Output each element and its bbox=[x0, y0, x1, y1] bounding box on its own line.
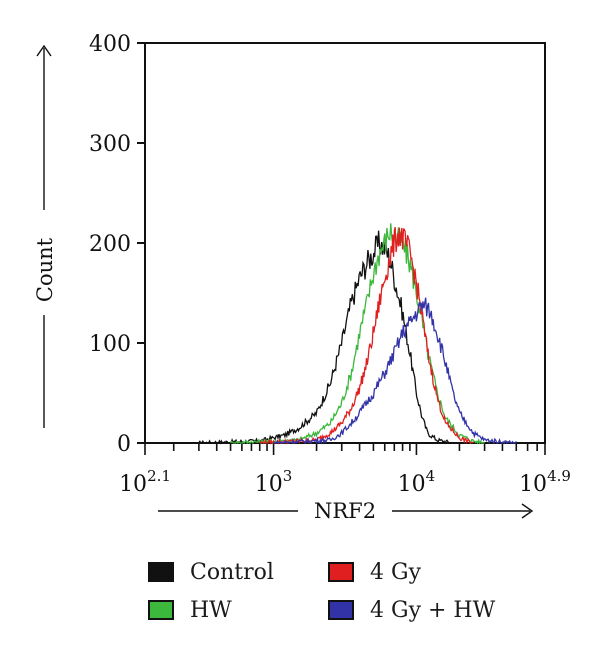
legend-label-hw: HW bbox=[190, 597, 232, 623]
legend-item-4gy: 4 Gy bbox=[328, 559, 421, 585]
series-line-4gy-hw bbox=[273, 297, 517, 445]
y-tick-label-0: 0 bbox=[117, 432, 131, 457]
legend-label-4gy-hw: 4 Gy + HW bbox=[370, 597, 496, 623]
plot-frame bbox=[144, 42, 546, 444]
legend-label-control: Control bbox=[190, 559, 274, 585]
legend-swatch-control bbox=[148, 562, 174, 582]
series-line-hw bbox=[230, 223, 485, 445]
series-line-4gy bbox=[259, 227, 474, 445]
series-line-control bbox=[198, 230, 454, 445]
x-tick-label-1: 103 bbox=[255, 467, 293, 497]
x-tick-label-0: 102.1 bbox=[119, 467, 171, 497]
legend-item-control: Control bbox=[148, 559, 274, 585]
y-tick-label-100: 100 bbox=[89, 332, 131, 357]
legend-item-hw: HW bbox=[148, 597, 232, 623]
legend-swatch-4gy-hw bbox=[328, 600, 354, 620]
legend-label-4gy: 4 Gy bbox=[370, 559, 421, 585]
y-axis-label: Count bbox=[33, 237, 57, 302]
x-axis-label: NRF2 bbox=[314, 499, 376, 520]
y-tick-label-300: 300 bbox=[89, 132, 131, 157]
histogram-chart: 0 100 200 300 400 102.1 103 104 104.9 NRF2 Count bbox=[33, 32, 571, 520]
y-axis-arrow bbox=[36, 44, 52, 57]
y-tick-label-200: 200 bbox=[89, 232, 131, 257]
x-axis-arrow bbox=[521, 503, 534, 519]
x-tick-label-3: 104.9 bbox=[519, 467, 571, 497]
legend-swatch-hw bbox=[148, 600, 174, 620]
x-tick-label-2: 104 bbox=[398, 467, 436, 497]
legend: Control 4 Gy HW 4 Gy + HW bbox=[148, 560, 568, 630]
legend-item-4gy-hw: 4 Gy + HW bbox=[328, 597, 496, 623]
y-tick-label-400: 400 bbox=[89, 32, 131, 57]
legend-swatch-4gy bbox=[328, 562, 354, 582]
